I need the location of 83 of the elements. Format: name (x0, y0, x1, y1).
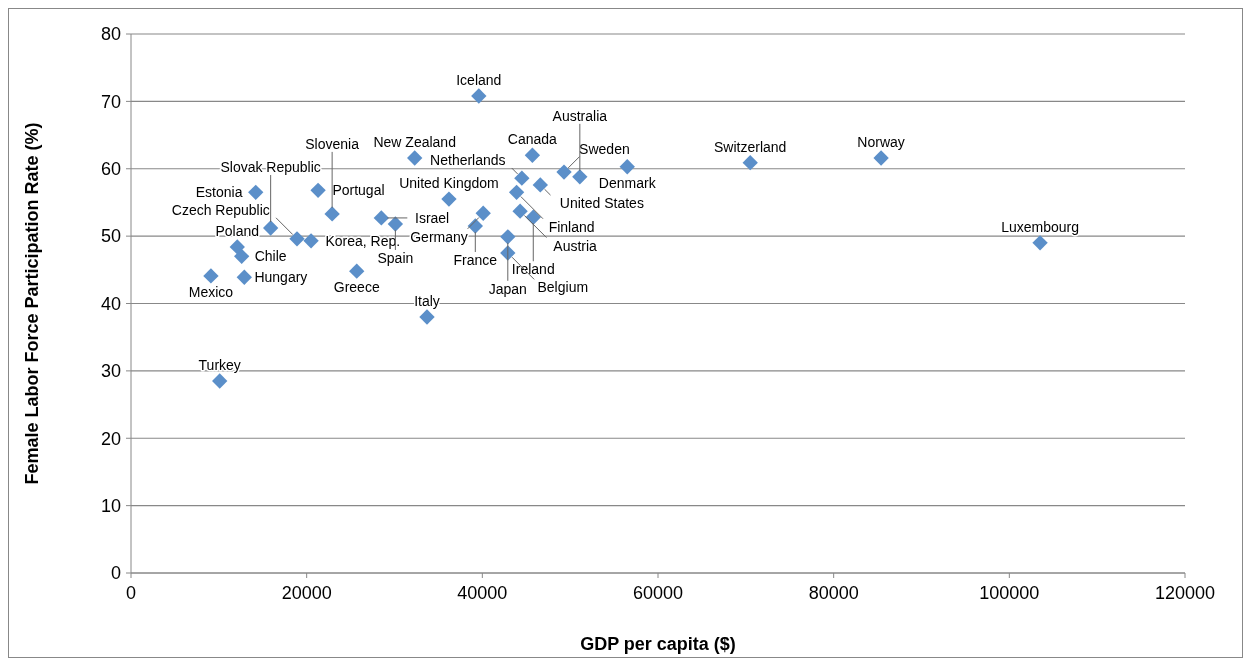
point (556, 164, 572, 180)
annotation: Germany (410, 228, 468, 245)
point (1032, 235, 1048, 251)
annotation: Greece (333, 279, 380, 296)
x-tick-label: 0 (125, 583, 137, 603)
y-tick-label: 60 (100, 159, 121, 180)
annotation: Netherlands (430, 151, 506, 168)
x-tick-label: 60000 (632, 583, 684, 603)
annotation: Spain (377, 250, 414, 266)
point (373, 210, 389, 226)
y-tick-label: 80 (100, 24, 121, 45)
annotation: New Zealand (373, 133, 456, 150)
annotation: Luxembourg (1001, 218, 1079, 235)
point (303, 233, 319, 249)
annotation: Czech Republic (171, 201, 270, 218)
y-tick-label: 10 (100, 495, 121, 516)
x-tick-label: 80000 (808, 583, 859, 603)
annotation: Denmark (598, 174, 657, 191)
point (572, 169, 588, 185)
annotation: Austria (553, 237, 598, 254)
point (471, 88, 487, 104)
annotation: Belgium (537, 279, 589, 296)
point (229, 239, 245, 255)
annotation: United States (559, 195, 644, 212)
point (310, 182, 326, 198)
point (349, 263, 365, 279)
annotation: Sweden (579, 140, 630, 157)
annotation: Japan (488, 280, 527, 297)
point (236, 269, 252, 285)
annotation: Canada (507, 131, 558, 148)
point (742, 155, 758, 171)
point (619, 159, 635, 175)
point (508, 184, 525, 200)
point (212, 373, 228, 389)
annotation: France (453, 252, 498, 269)
point (512, 203, 528, 219)
annotation: Iceland (456, 71, 502, 88)
y-tick-label: 0 (110, 563, 121, 584)
point (441, 191, 457, 207)
x-tick-label: 40000 (457, 583, 508, 603)
annotation: Chile (254, 248, 287, 265)
y-tick-label: 70 (100, 91, 121, 112)
point (248, 184, 264, 200)
annotation: Mexico (188, 283, 234, 300)
annotation: Italy (414, 292, 440, 309)
point (387, 216, 404, 232)
annotation: Norway (857, 133, 905, 150)
annotation: Switzerland (714, 138, 787, 155)
annotation: Israel (415, 209, 450, 226)
y-tick-label: 50 (100, 226, 121, 247)
annotation: Turkey (198, 356, 241, 373)
point (475, 205, 491, 221)
x-axis-title: GDP per capita ($) (580, 634, 736, 654)
y-tick-label: 40 (100, 293, 121, 314)
point (524, 147, 541, 163)
point (514, 170, 530, 186)
point (532, 177, 548, 193)
point (203, 268, 219, 284)
annotation: Australia (552, 107, 608, 124)
point (500, 229, 516, 245)
annotation: Slovenia (305, 135, 360, 152)
annotation: Hungary (254, 269, 308, 286)
x-tick-label: 100000 (979, 583, 1040, 603)
y-axis-title: Female Labor Force Participation Rate (%) (22, 122, 42, 485)
point (262, 220, 279, 236)
y-tick-label: 30 (100, 361, 121, 382)
x-tick-label: 20000 (281, 583, 332, 603)
point (234, 248, 250, 265)
annotation: Finland (548, 218, 595, 235)
annotation: Slovak Republic (220, 159, 321, 176)
y-tick-label: 20 (100, 428, 121, 449)
point (419, 309, 435, 325)
annotation: Korea, Rep. (325, 232, 401, 249)
annotation: Ireland (511, 261, 555, 278)
point (873, 150, 889, 166)
annotation: Estonia (195, 184, 243, 201)
x-tick-label: 120000 (1154, 583, 1216, 603)
point (289, 231, 305, 247)
annotation: United Kingdom (399, 175, 499, 192)
point (407, 150, 423, 166)
annotation: Portugal (332, 182, 385, 199)
annotation: Poland (215, 222, 260, 239)
point (324, 206, 340, 222)
